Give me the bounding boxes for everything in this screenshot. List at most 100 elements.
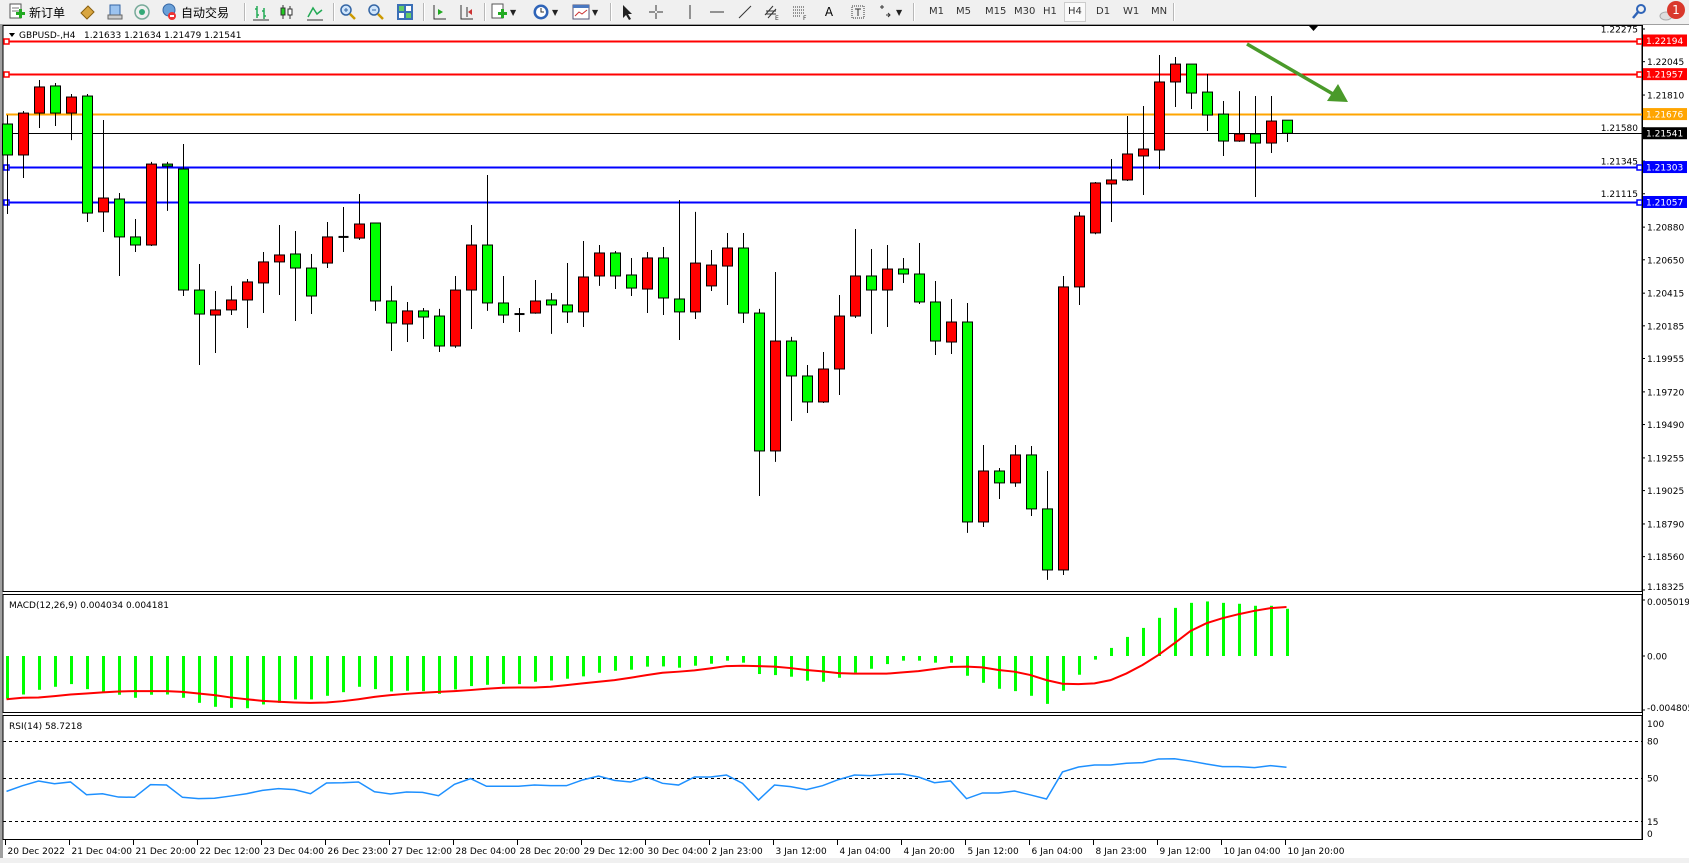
candle <box>978 444 989 527</box>
price-marker-pivot_line: 1.21676 <box>1643 108 1687 121</box>
time-tick-label: 21 Dec 04:00 <box>72 847 133 857</box>
timeframe-h4[interactable]: H4 <box>1064 2 1086 22</box>
candle <box>546 293 557 334</box>
market-watch-button[interactable] <box>78 2 96 22</box>
candle <box>290 230 301 322</box>
search-button[interactable] <box>1630 2 1648 22</box>
timeframe-m1[interactable]: M1 <box>929 6 944 17</box>
candle <box>226 285 237 316</box>
dropdown-arrow-icon: ▼ <box>510 7 517 17</box>
line-chart-button[interactable] <box>306 2 324 22</box>
cursor-tool-button[interactable] <box>618 2 636 22</box>
new-order-icon <box>9 3 25 19</box>
navigator-button[interactable] <box>106 2 124 22</box>
templates-button[interactable]: ▼ <box>572 2 598 22</box>
indicators-icon <box>491 3 507 19</box>
line-handle[interactable] <box>3 38 10 45</box>
time-tick-label: 29 Dec 12:00 <box>584 847 645 857</box>
line-handle[interactable] <box>3 71 10 78</box>
indicators-button[interactable]: ▼ <box>490 2 516 22</box>
signals-button[interactable] <box>133 2 151 22</box>
channel-tool-button[interactable]: E <box>763 2 781 22</box>
periods-button[interactable]: ▼ <box>532 2 558 22</box>
candle <box>1122 116 1133 181</box>
price-axis[interactable]: 1.22275 1.22045 1.21810 1.21580 1.21345 1.211… <box>1601 25 1689 840</box>
down-arrow-drawing[interactable] <box>1246 42 1348 102</box>
candle <box>466 224 477 329</box>
price-marker-resistance_line: 1.22194 <box>1643 34 1687 47</box>
macd-tick-label: 0.005019 <box>1647 598 1689 608</box>
dropdown-arrow-icon: ▼ <box>592 7 599 17</box>
collapse-triangle-icon[interactable] <box>9 33 15 37</box>
line-handle[interactable] <box>3 164 10 171</box>
auto-trading-button[interactable]: 自动交易 <box>160 2 229 22</box>
toolbar-separator <box>1173 3 1175 21</box>
line-handle[interactable] <box>1636 199 1643 206</box>
candle <box>898 257 909 283</box>
candle <box>1026 445 1037 517</box>
price-tick-label: 1.20185 <box>1647 322 1684 332</box>
chart-shift-button[interactable] <box>457 2 475 22</box>
new-order-button[interactable]: 新订单 <box>8 2 65 22</box>
time-axis[interactable]: 20 Dec 2022 21 Dec 04:00 21 Dec 20:00 22 De… <box>5 840 1345 857</box>
vertical-line-tool-button[interactable] <box>681 2 699 22</box>
price-marker-label: 1.22194 <box>1646 37 1683 47</box>
candle <box>1042 470 1053 580</box>
candlestick-chart-button[interactable] <box>278 2 296 22</box>
timeframe-w1[interactable]: W1 <box>1123 6 1140 17</box>
candle <box>450 275 461 348</box>
candle <box>2 115 13 215</box>
candle <box>242 278 253 328</box>
timeframe-m5[interactable]: M5 <box>956 6 971 17</box>
tile-windows-button[interactable] <box>396 2 414 22</box>
toolbar-separator <box>333 3 335 21</box>
line-handle[interactable] <box>1636 38 1643 45</box>
candle <box>946 298 957 354</box>
candle <box>1074 211 1085 305</box>
arrows-tool-button[interactable]: ▼ <box>876 2 902 22</box>
bar-chart-button[interactable] <box>252 2 270 22</box>
horizontal-line-resistance_line[interactable] <box>3 38 1643 45</box>
candle <box>914 243 925 304</box>
zoom-out-button[interactable] <box>367 2 385 22</box>
text-label-tool-button[interactable] <box>849 2 867 22</box>
status-strip <box>0 858 1689 863</box>
crosshair-tool-button[interactable] <box>647 2 665 22</box>
line-handle[interactable] <box>3 199 10 206</box>
zoom-in-button[interactable] <box>339 2 357 22</box>
notification-badge[interactable]: 1 <box>1667 1 1685 19</box>
horizontal-line-icon <box>710 11 724 13</box>
diamond-icon <box>80 5 95 20</box>
timeframe-mn[interactable]: MN <box>1151 6 1168 17</box>
auto-scroll-button[interactable] <box>430 2 448 22</box>
candle <box>338 206 349 252</box>
time-tick-label: 8 Jan 23:00 <box>1096 847 1148 857</box>
candle <box>674 199 685 341</box>
price-tick-label: 1.20415 <box>1647 290 1684 300</box>
timeframe-m15[interactable]: M15 <box>985 6 1007 17</box>
price-tick-label: 1.22045 <box>1647 58 1684 68</box>
rsi-tick-label: 50 <box>1647 775 1659 785</box>
time-tick-label: 26 Dec 23:00 <box>328 847 389 857</box>
rsi-tick-label: 80 <box>1647 737 1659 747</box>
timeframe-d1[interactable]: D1 <box>1096 6 1111 17</box>
rsi-line <box>6 757 1287 802</box>
fibonacci-tool-button[interactable]: F <box>791 2 809 22</box>
candle <box>386 285 397 351</box>
candle <box>610 250 621 290</box>
price-tick-label: 1.18790 <box>1647 520 1684 530</box>
candlestick-icon <box>280 5 293 19</box>
horizontal-line-tool-button[interactable] <box>708 2 726 22</box>
trendline-tool-button[interactable] <box>736 2 754 22</box>
timeframe-h1[interactable]: H1 <box>1043 6 1057 17</box>
chart-shift-marker-icon[interactable] <box>1309 26 1318 31</box>
text-tool-button[interactable]: A <box>820 2 838 22</box>
candle <box>66 94 77 141</box>
horizontal-line-support_line[interactable] <box>3 199 1643 206</box>
price-tick-label: 1.18560 <box>1647 553 1684 563</box>
time-tick-label: 9 Jan 12:00 <box>1160 847 1212 857</box>
dropdown-arrow-icon: ▼ <box>552 7 559 17</box>
timeframe-m30[interactable]: M30 <box>1014 6 1036 17</box>
line-handle[interactable] <box>1636 71 1643 78</box>
